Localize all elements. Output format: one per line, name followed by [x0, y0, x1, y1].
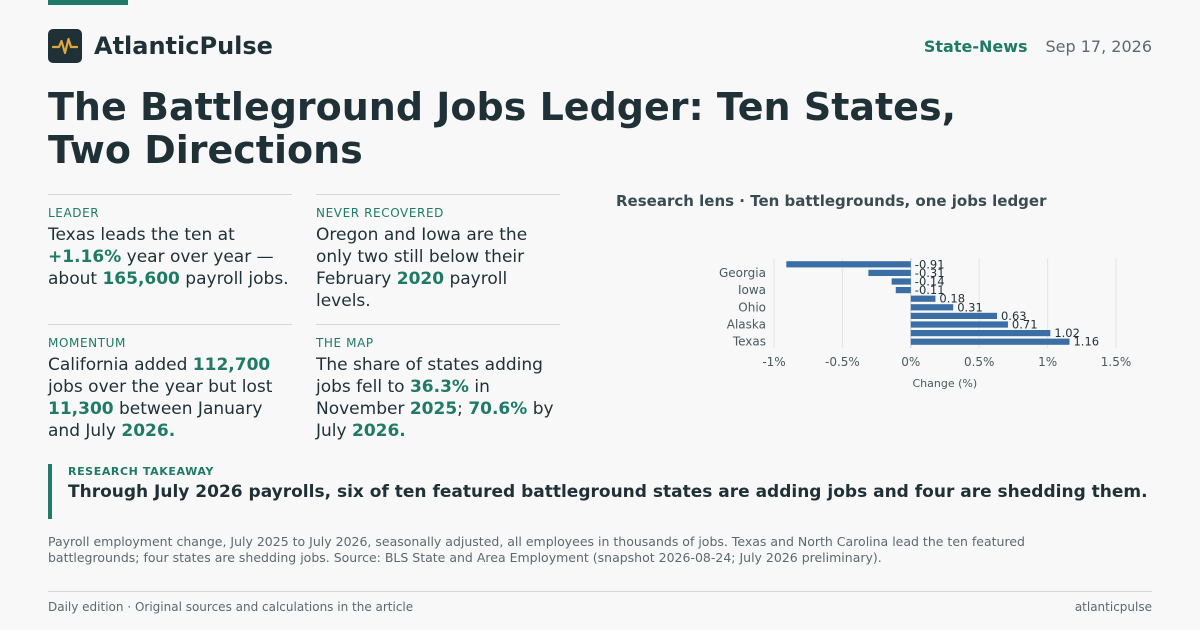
source-note: Payroll employment change, July 2025 to … — [48, 534, 1025, 565]
bar — [910, 338, 1070, 345]
bar — [910, 321, 1008, 328]
card-text: The share of states adding jobs fell to … — [316, 355, 554, 441]
value-label: 0.31 — [957, 300, 983, 314]
x-tick-label: 0% — [901, 355, 920, 369]
header: AtlanticPulse State-News Sep 17, 2026 — [48, 29, 1152, 63]
card-momentum: MOMENTUM California added 112,700 jobs o… — [48, 324, 292, 442]
category-label: Texas — [732, 335, 766, 349]
card-leader: LEADER Texas leads the ten at +1.16% yea… — [48, 194, 292, 290]
card-label: MOMENTUM — [48, 336, 126, 350]
value-label: -0.14 — [915, 275, 945, 289]
category-label: Iowa — [738, 283, 766, 297]
card-text: California added 112,700 jobs over the y… — [48, 355, 273, 441]
value-label: 0.71 — [1012, 318, 1038, 332]
x-tick-label: -1% — [762, 355, 785, 369]
value-label: -0.31 — [915, 266, 945, 280]
research-takeaway: RESEARCH TAKEAWAY Through July 2026 payr… — [48, 464, 1152, 519]
headline: The Battleground Jobs Ledger: Ten States… — [48, 85, 957, 172]
bar — [868, 269, 911, 276]
bar — [910, 312, 997, 319]
bar — [910, 330, 1051, 337]
card-label: LEADER — [48, 206, 100, 220]
card-text: Oregon and Iowa are the only two still b… — [316, 225, 528, 311]
bar-chart: -0.91 Georgia -0.31-0.14 Iowa -0.110.18 Ohio 0… — [719, 257, 1132, 390]
pulse-logo-icon — [48, 29, 82, 63]
bar — [895, 287, 911, 294]
x-tick-label: 0.5% — [964, 355, 995, 369]
chart-title: Research lens · Ten battlegrounds, one j… — [616, 192, 1047, 210]
x-tick-label: 1.5% — [1101, 355, 1132, 369]
brand[interactable]: AtlanticPulse — [48, 29, 273, 63]
footer-site-link[interactable]: atlanticpulse — [1074, 600, 1152, 614]
footer-edition: Daily edition · Original sources and cal… — [48, 600, 414, 614]
value-label: 1.16 — [1073, 335, 1099, 349]
value-label: -0.91 — [915, 257, 945, 271]
value-label: -0.11 — [915, 283, 945, 297]
category-label: Alaska — [727, 318, 766, 332]
card-the-map: THE MAP The share of states adding jobs … — [316, 324, 560, 442]
bar — [786, 261, 911, 268]
card-label: THE MAP — [316, 336, 374, 350]
value-label: 0.63 — [1001, 309, 1027, 323]
brand-name: AtlanticPulse — [94, 32, 273, 60]
value-label: 0.18 — [939, 292, 965, 306]
footer-divider — [48, 591, 1152, 592]
section-link[interactable]: State-News — [923, 36, 1028, 56]
card-never-recovered: NEVER RECOVERED Oregon and Iowa are the … — [316, 194, 560, 312]
bar — [910, 304, 954, 311]
x-tick-label: -0.5% — [825, 355, 860, 369]
publish-date: Sep 17, 2026 — [1045, 36, 1153, 56]
category-label: Ohio — [738, 300, 766, 314]
header-meta: State-News Sep 17, 2026 — [924, 37, 1152, 56]
category-label: Georgia — [719, 266, 766, 280]
bar — [891, 278, 911, 285]
takeaway-text: Through July 2026 payrolls, six of ten f… — [68, 482, 1148, 502]
takeaway-label: RESEARCH TAKEAWAY — [68, 465, 214, 478]
card-label: NEVER RECOVERED — [316, 206, 444, 220]
x-axis-label: Change (%) — [912, 377, 977, 390]
value-label: 1.02 — [1054, 326, 1080, 340]
top-accent-bar — [48, 0, 128, 5]
bar — [910, 295, 936, 302]
x-tick-label: 1% — [1038, 355, 1057, 369]
card-text: Texas leads the ten at +1.16% year over … — [48, 225, 289, 289]
